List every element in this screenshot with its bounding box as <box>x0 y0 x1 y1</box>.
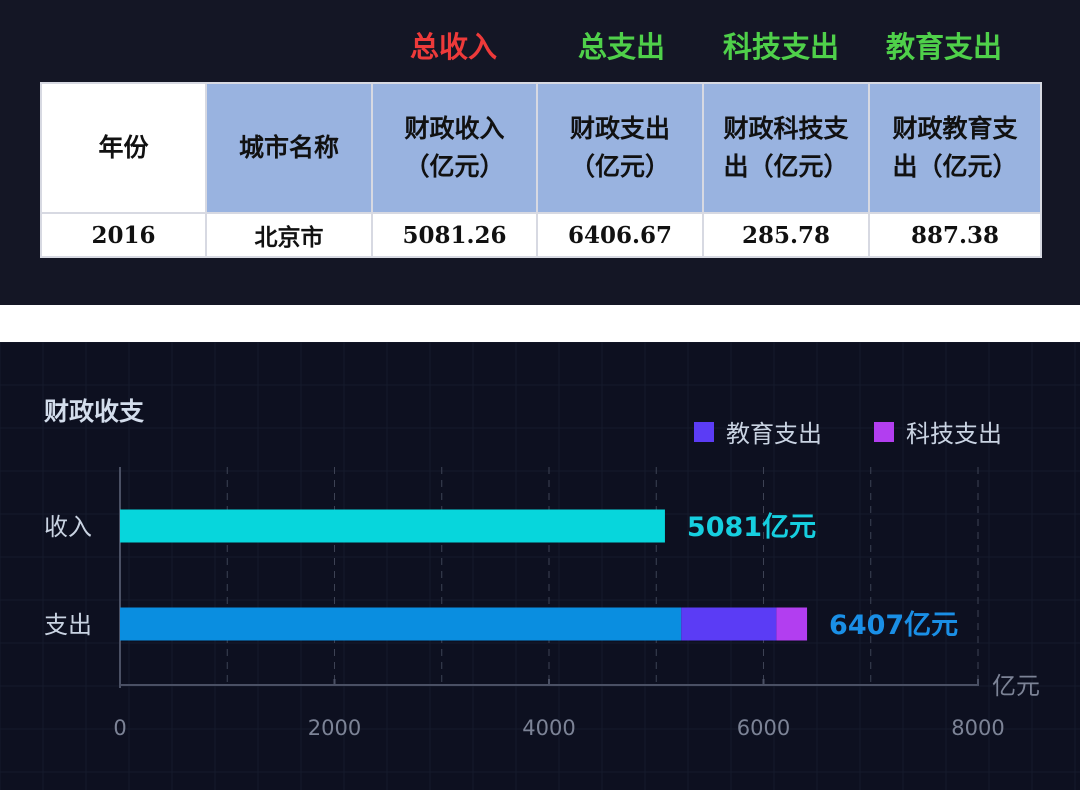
x-tick-label: 0 <box>113 716 126 740</box>
bar-segment <box>776 607 808 641</box>
finance-table: 年份 城市名称 财政收入（亿元） 财政支出（亿元） 财政科技支出（亿元） 财政教… <box>40 82 1042 258</box>
table-header-education: 财政教育支出（亿元） <box>868 82 1042 214</box>
x-tick-label: 4000 <box>522 716 575 740</box>
top-panel: 总收入 总支出 科技支出 教育支出 年份 城市名称 财政收入（亿元） 财政支出（… <box>0 0 1080 305</box>
table-header-revenue: 财政收入（亿元） <box>371 82 538 214</box>
total-income-heading: 总收入 <box>410 30 498 64</box>
x-axis-unit-label: 亿元 <box>992 672 1040 700</box>
bar-segment <box>120 509 665 543</box>
table-header-year: 年份 <box>40 82 207 214</box>
category-label: 支出 <box>44 611 92 639</box>
education-expenditure-heading: 教育支出 <box>886 30 1003 64</box>
table-cell-education: 887.38 <box>868 212 1042 258</box>
table-row: 2016 北京市 5081.26 6406.67 285.78 887.38 <box>40 212 1042 258</box>
tech-expenditure-heading: 科技支出 <box>723 30 840 64</box>
category-label: 收入 <box>44 513 92 541</box>
chart-title: 财政收支 <box>44 397 145 426</box>
x-tick-label: 6000 <box>737 716 790 740</box>
table-cell-expenditure: 6406.67 <box>536 212 704 258</box>
bar-value-label: 6407亿元 <box>829 610 958 641</box>
table-header-city: 城市名称 <box>205 82 373 214</box>
legend-label-tech: 科技支出 <box>906 420 1002 448</box>
chart-panel: 0 2000 4000 6000 8000 亿元 收入 5081亿元支出 6407亿元 财政收支… <box>0 342 1080 790</box>
bar-segment <box>120 607 682 641</box>
table-cell-city: 北京市 <box>205 212 373 258</box>
x-tick-label: 2000 <box>308 716 361 740</box>
legend-swatch-tech <box>874 421 894 442</box>
legend-label-education: 教育支出 <box>726 420 822 448</box>
bar-value-label: 5081亿元 <box>687 512 816 543</box>
x-tick-label: 8000 <box>951 716 1004 740</box>
table-header-row: 年份 城市名称 财政收入（亿元） 财政支出（亿元） 财政科技支出（亿元） 财政教… <box>40 82 1042 214</box>
legend-item-tech[interactable]: 科技支出 <box>874 414 1002 449</box>
table-cell-tech: 285.78 <box>702 212 870 258</box>
legend-item-education[interactable]: 教育支出 <box>694 414 822 449</box>
table-header-tech: 财政科技支出（亿元） <box>702 82 870 214</box>
bar-segment <box>681 607 777 641</box>
table-cell-revenue: 5081.26 <box>371 212 538 258</box>
total-expenditure-heading: 总支出 <box>578 30 666 64</box>
white-separator <box>0 305 1080 342</box>
table-cell-year: 2016 <box>40 212 207 258</box>
legend-swatch-education <box>694 421 714 442</box>
table-header-expenditure: 财政支出（亿元） <box>536 82 704 214</box>
